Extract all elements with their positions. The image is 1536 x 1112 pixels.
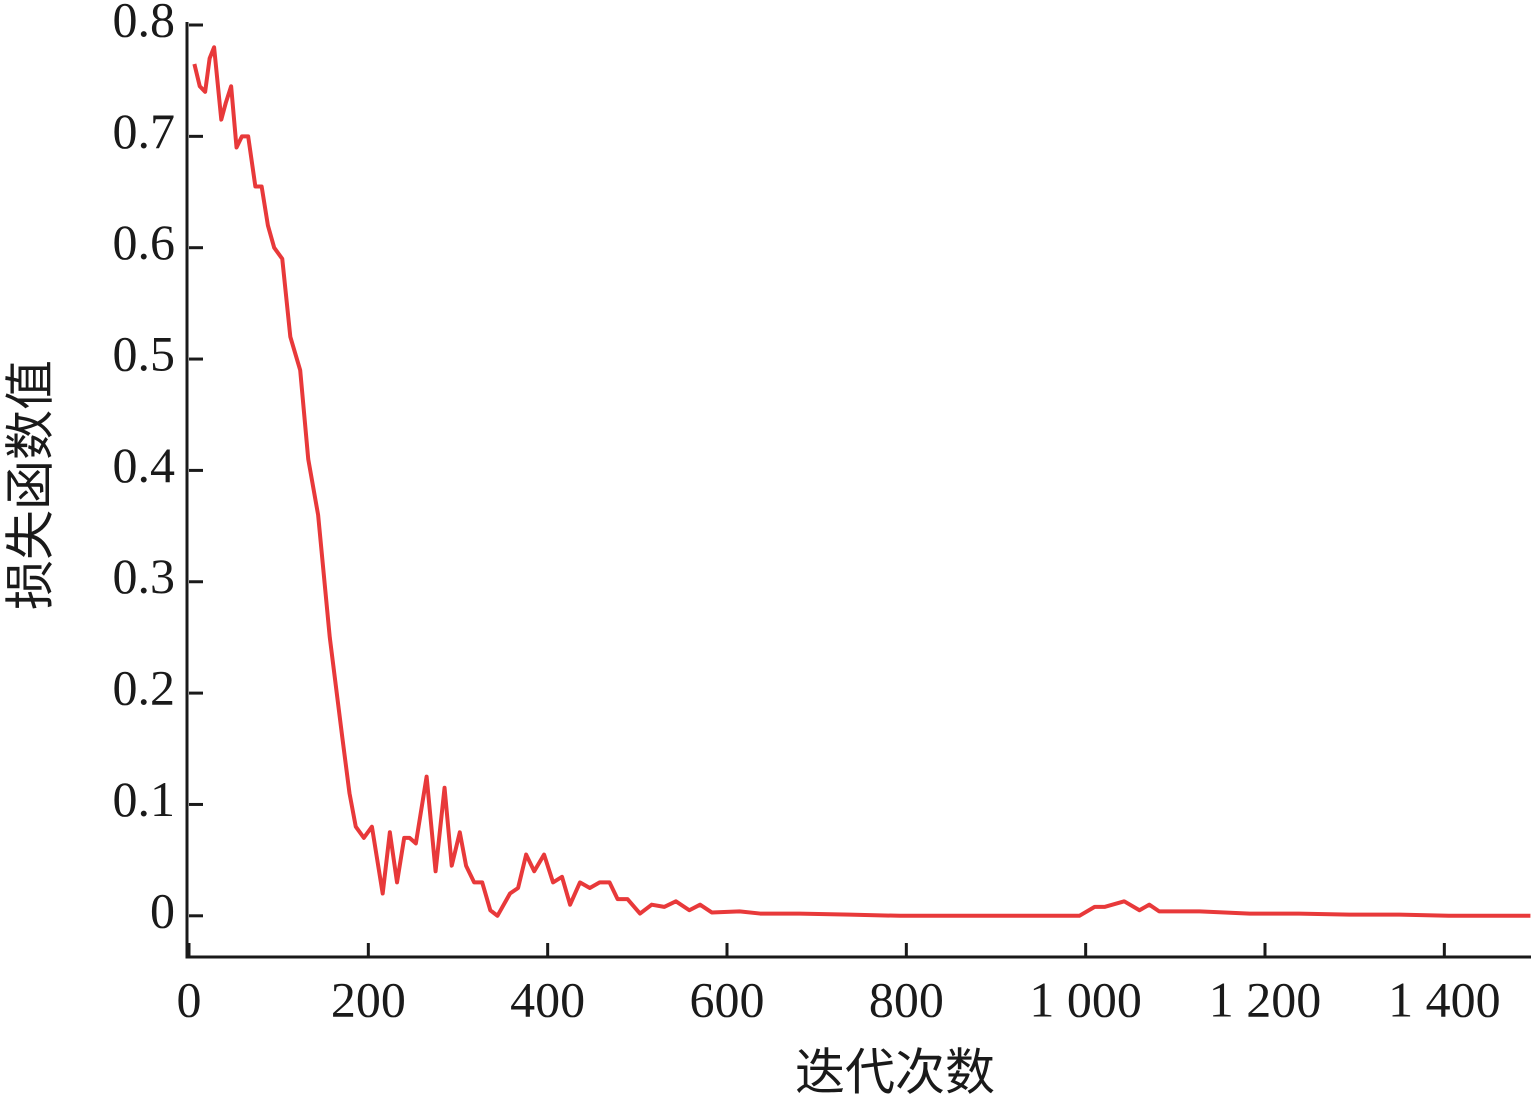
x-tick-label: 600: [690, 971, 765, 1027]
x-tick-label: 0: [177, 971, 202, 1027]
x-tick-label: 1 000: [1029, 971, 1142, 1027]
y-tick-label: 0.5: [113, 326, 176, 382]
y-tick-label: 0.8: [113, 0, 176, 47]
y-tick-label: 0.3: [113, 548, 176, 604]
x-tick-label: 400: [510, 971, 585, 1027]
y-tick-label: 0.4: [113, 437, 176, 493]
x-tick-label: 1 400: [1388, 971, 1501, 1027]
y-tick-label: 0.2: [113, 660, 176, 716]
x-axis-label: 迭代次数: [795, 1044, 995, 1100]
x-tick-label: 800: [869, 971, 944, 1027]
y-tick-label: 0.1: [113, 771, 176, 827]
line: [192, 45, 1531, 918]
x-tick-label: 1 200: [1209, 971, 1322, 1027]
x-tick-label: 200: [331, 971, 406, 1027]
y-tick-label: 0.7: [113, 103, 176, 159]
y-tick-label: 0: [150, 882, 175, 938]
y-axis-label: 损失函数值: [2, 360, 58, 610]
axes: [185, 22, 1531, 959]
y-tick-label: 0.6: [113, 214, 176, 270]
